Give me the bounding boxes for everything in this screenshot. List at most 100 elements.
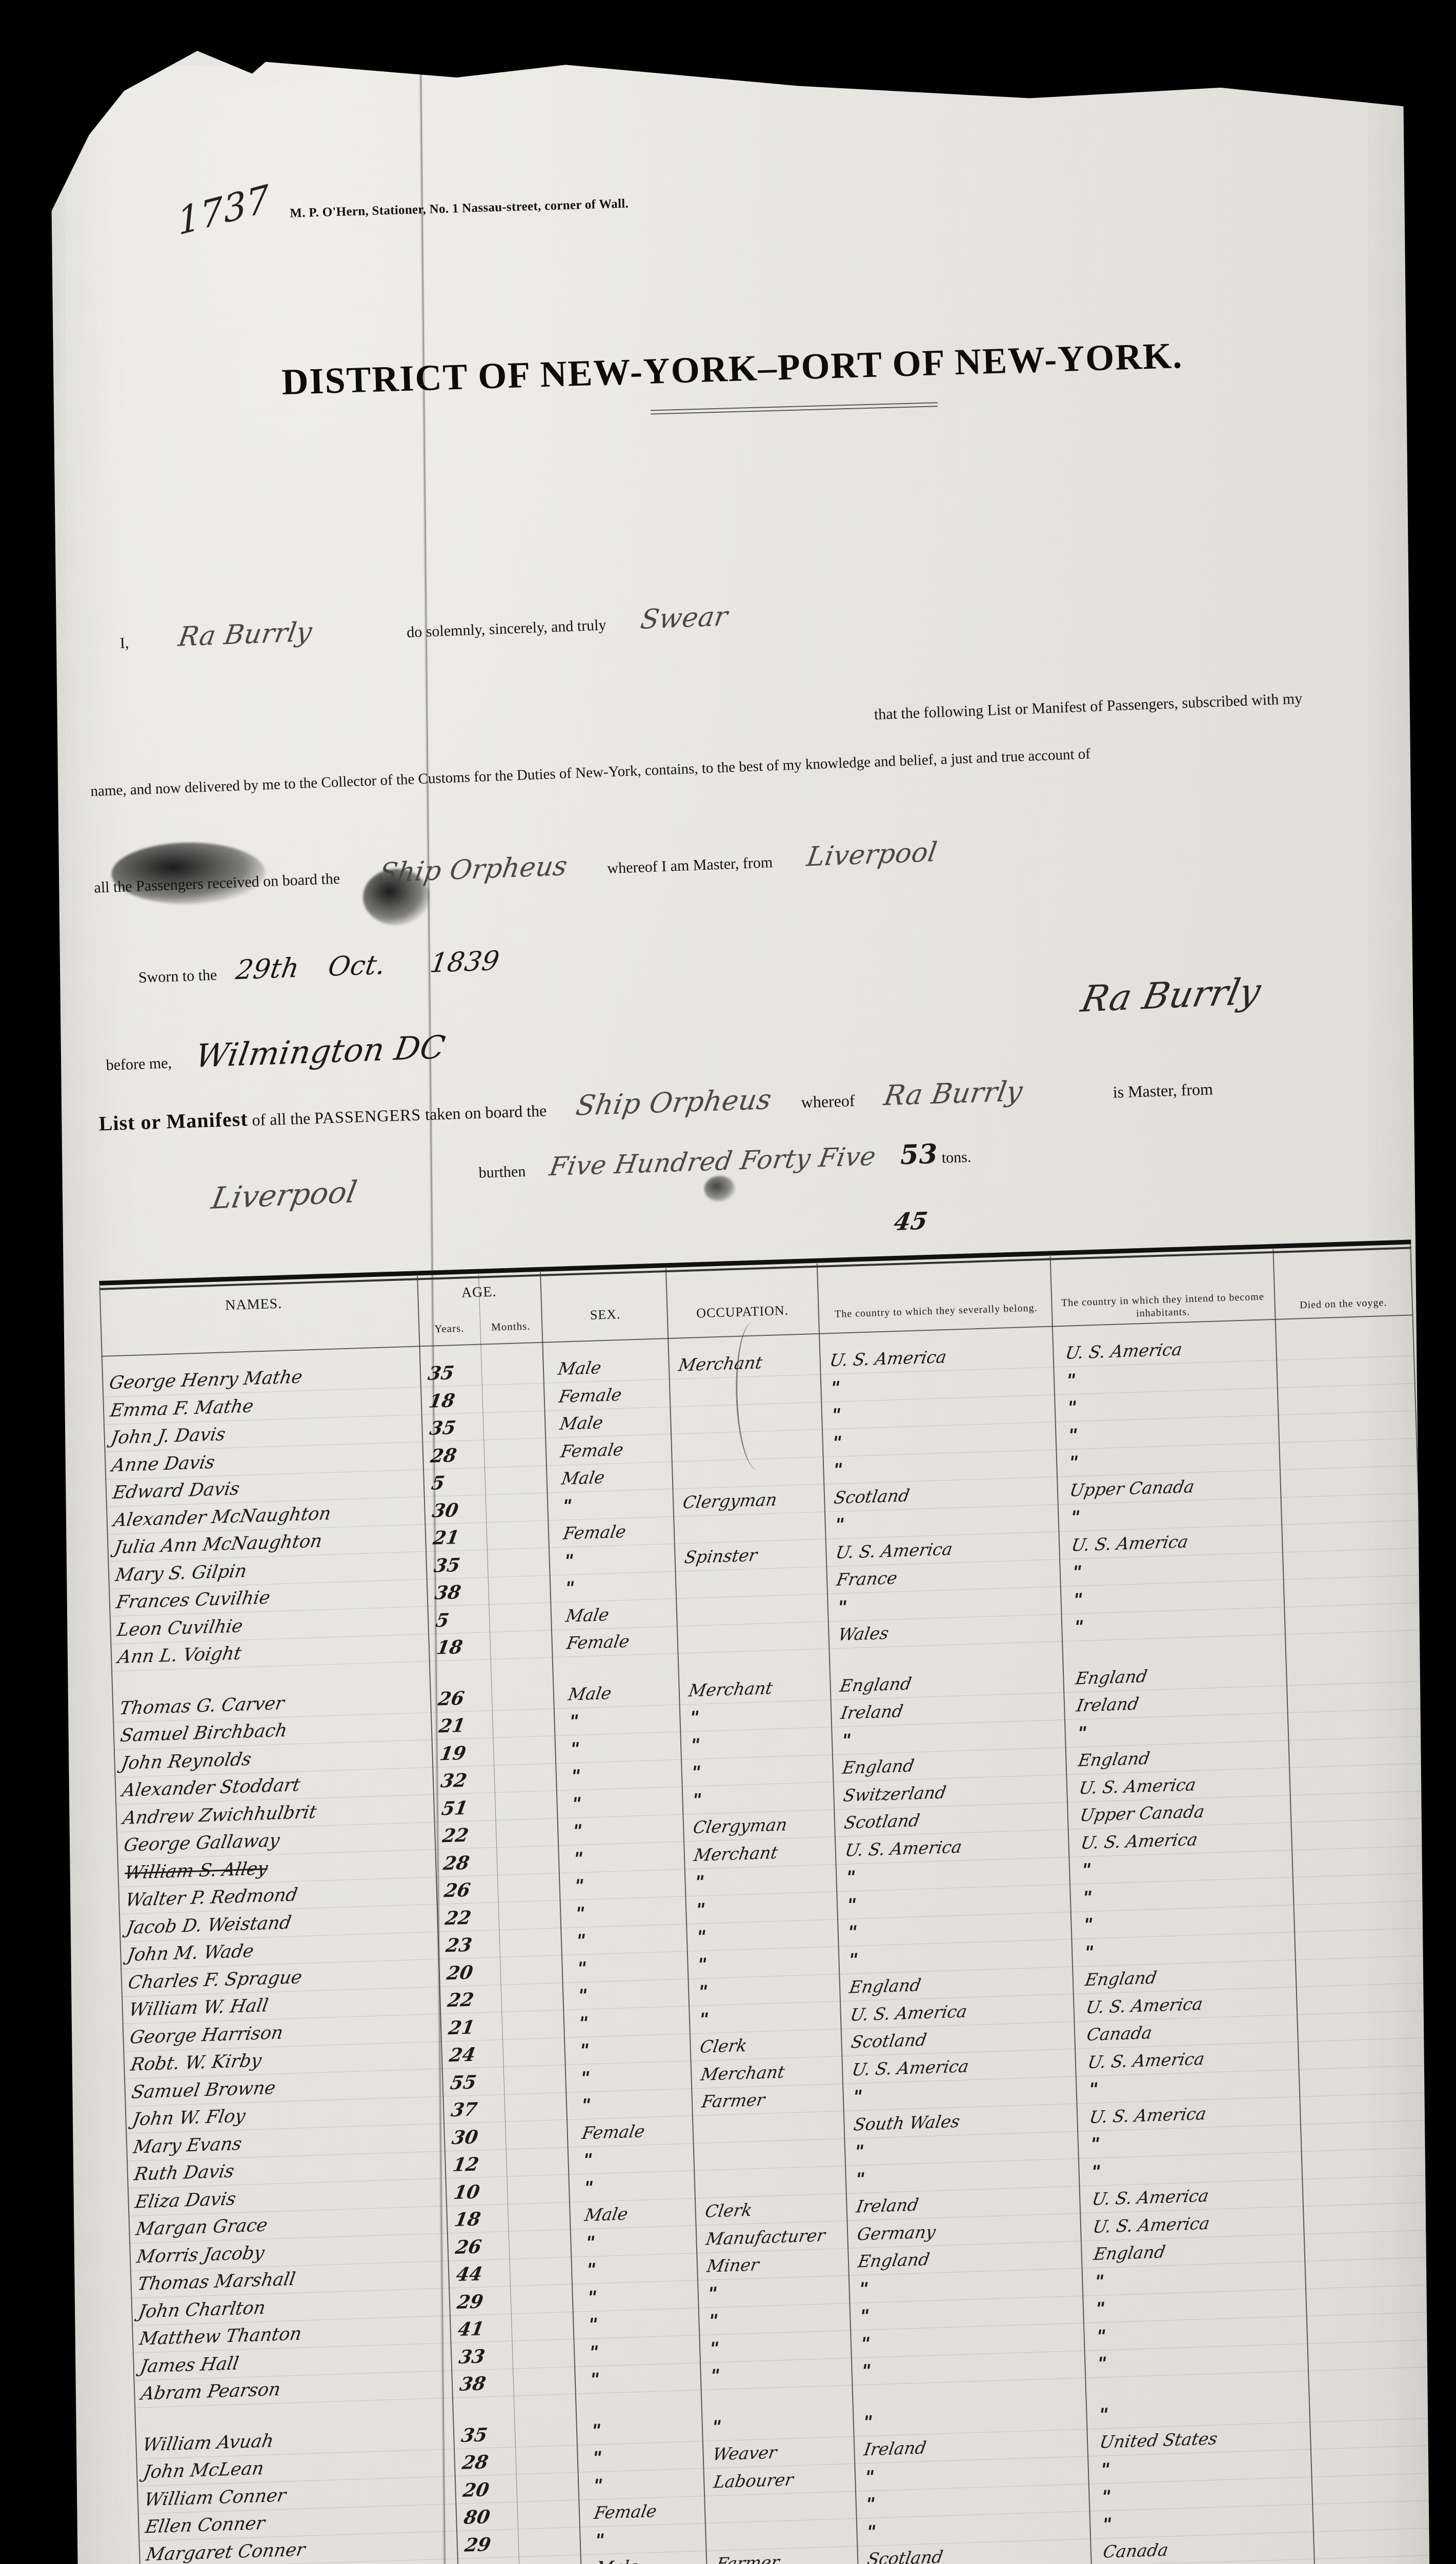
cell-occ: " — [688, 1707, 701, 1729]
cell-from: Germany — [856, 2221, 937, 2244]
cell-occ: " — [697, 2009, 711, 2030]
cell-age: 21 — [447, 2016, 476, 2039]
manifest-whereof: whereof — [801, 1091, 855, 1112]
cell-occ: " — [709, 2365, 722, 2387]
cell-to: " — [1065, 1397, 1079, 1418]
cell-from: " — [857, 2278, 871, 2299]
cell-to: " — [1081, 1887, 1094, 1908]
cell-from: " — [836, 1596, 849, 1618]
cell-to: " — [1096, 2353, 1109, 2374]
cell-sex: Female — [592, 2500, 658, 2523]
cell-sex: " — [592, 2475, 605, 2496]
cell-sex: " — [587, 2341, 601, 2363]
manifest-burthen-line: burthen Five Hundred Forty Five 53 tons. — [478, 1137, 972, 1185]
cell-from: " — [832, 1459, 845, 1481]
cell-to: U. S. America — [1091, 2213, 1211, 2237]
cell-sex: Male — [560, 1467, 606, 1489]
oath-master-name: Ra Burrly — [176, 616, 314, 653]
cell-from: " — [858, 2306, 872, 2327]
cell-age: 32 — [439, 1769, 469, 1792]
cell-to: " — [1097, 2404, 1110, 2426]
cell-age: 44 — [454, 2263, 484, 2286]
cell-to: U. S. America — [1064, 1339, 1184, 1363]
cell-sex: Male — [556, 1357, 603, 1379]
cell-occ: " — [710, 2416, 723, 2438]
cell-from: England — [856, 2249, 932, 2272]
cell-occ: Clergyman — [681, 1489, 779, 1512]
manifest-text-2: taken on board the — [424, 1101, 547, 1124]
cell-from: " — [860, 2360, 873, 2382]
cell-from: U. S. America — [848, 2000, 969, 2025]
manifest-is-master-from: is Master, from — [1113, 1079, 1214, 1101]
cell-to: England — [1074, 1666, 1149, 1689]
cell-to: " — [1070, 1561, 1084, 1583]
cell-age: 26 — [436, 1687, 466, 1710]
cell-occ: " — [691, 1789, 704, 1811]
col-divider-right-edge — [1410, 1245, 1456, 2564]
column-header-died: Died on the voyge. — [1299, 1297, 1387, 1311]
cell-sex: " — [571, 1820, 584, 1842]
cell-from: England — [841, 1755, 916, 1778]
burthen-tons-word: tons. — [941, 1148, 972, 1167]
cell-occ: Miner — [705, 2254, 761, 2276]
cell-occ: " — [689, 1734, 702, 1756]
cell-from: Scotland — [866, 2547, 945, 2564]
cell-to: " — [1069, 1507, 1082, 1528]
cell-sex: " — [582, 2177, 596, 2198]
cell-from: Ireland — [855, 2194, 920, 2217]
cell-to: " — [1088, 2134, 1102, 2155]
cell-sex: " — [574, 1903, 587, 1924]
cell-occ: Spinster — [683, 1545, 759, 1567]
cell-age: 29 — [464, 2558, 570, 2564]
cell-sex: Female — [561, 1521, 628, 1544]
cell-from: U. S. America — [850, 2055, 970, 2080]
cell-occ: Farmer — [715, 2552, 781, 2564]
cell-to: U. S. America — [1084, 1993, 1204, 2017]
cell-sex: " — [568, 1711, 581, 1732]
cell-age: 5 — [434, 1609, 451, 1632]
cell-age: 55 — [449, 2071, 478, 2094]
cell-age: 22 — [446, 1989, 476, 2012]
oath-swear-word: Swear — [638, 601, 730, 635]
column-header-months: Months. — [491, 1319, 531, 1333]
cell-to: " — [1095, 2326, 1108, 2347]
cell-name: George Henry Mathe — [108, 1367, 304, 1394]
cell-to: " — [1082, 1914, 1095, 1936]
cell-occ: Clergyman — [692, 1814, 789, 1838]
cell-sex: " — [579, 2095, 593, 2116]
cell-age: 18 — [453, 2208, 482, 2231]
cell-from: " — [853, 2141, 866, 2162]
cell-occ: Merchant — [687, 1677, 774, 1700]
cell-name: Thomas G. Carver — [118, 1693, 286, 1719]
cell-age: 12 — [451, 2153, 481, 2176]
cell-from: " — [831, 1432, 844, 1453]
cell-age: 35 — [432, 1554, 462, 1577]
cell-from: " — [840, 1730, 853, 1751]
cell-to: Canada — [1085, 2022, 1154, 2045]
cell-from: " — [833, 1514, 846, 1536]
cell-from: " — [845, 1894, 859, 1916]
column-header-age: AGE. — [461, 1284, 497, 1301]
cell-to: England — [1092, 2241, 1167, 2265]
cell-sex: Male — [567, 1682, 613, 1705]
cell-sex: " — [578, 2040, 591, 2061]
cell-age: 29 — [455, 2290, 485, 2313]
cell-age: 5 — [430, 1472, 447, 1494]
before-me-label: before me, — [106, 1054, 172, 1074]
cell-age: 23 — [444, 1934, 474, 1957]
column-header-country-to: The country in which they intend to beco… — [1061, 1291, 1264, 1319]
cell-sex: Female — [580, 2120, 646, 2143]
cell-occ: " — [693, 1872, 706, 1893]
cell-occ: Farmer — [700, 2089, 766, 2112]
cell-occ: " — [707, 2310, 720, 2332]
oath-line-3: all the Passengers received on board the… — [93, 836, 968, 899]
cell-sex: " — [593, 2530, 606, 2551]
cell-to: U. S. America — [1077, 1774, 1198, 1798]
cell-sex: " — [588, 2369, 601, 2390]
cell-sex: " — [581, 2150, 595, 2171]
cell-from: " — [844, 1867, 858, 1888]
cell-sex: " — [576, 1985, 590, 2007]
cell-to: " — [1071, 1589, 1085, 1611]
oath-line-1: I, Ra Burrly do solemnly, sincerely, and… — [119, 600, 758, 655]
